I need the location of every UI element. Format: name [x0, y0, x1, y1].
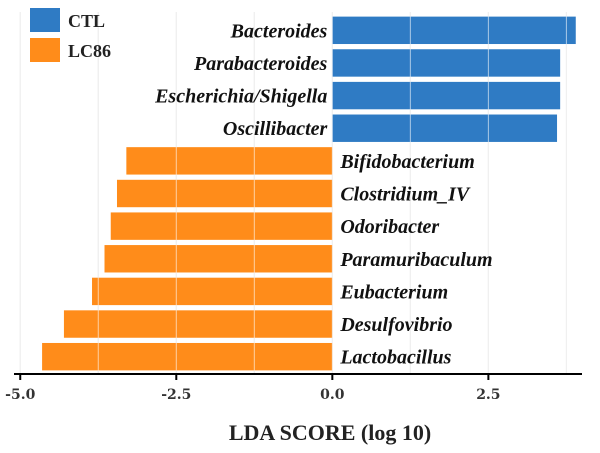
- bar: [332, 16, 576, 45]
- bar: [104, 245, 333, 273]
- bar: [116, 179, 333, 208]
- legend-label: LC86: [68, 41, 111, 61]
- bar-label: Desulfovibrio: [339, 314, 452, 336]
- bar-label: Eubacterium: [339, 281, 448, 303]
- bar: [332, 114, 558, 142]
- x-tick-label: 0.0: [320, 387, 345, 403]
- legend-label: CTL: [68, 11, 105, 31]
- x-tick-label: 2.5: [476, 387, 500, 403]
- x-tick-label: -2.5: [161, 387, 191, 403]
- bar-label: Parabacteroides: [193, 53, 328, 75]
- x-axis-title: LDA SCORE (log 10): [229, 420, 431, 445]
- bar: [332, 49, 561, 77]
- bar-label: Clostridium_IV: [340, 184, 471, 206]
- bar-label: Odoribacter: [340, 216, 439, 238]
- legend-swatch: [30, 38, 60, 62]
- legend-swatch: [30, 8, 60, 32]
- bar: [126, 147, 333, 175]
- bar: [92, 277, 333, 306]
- bar: [110, 212, 333, 240]
- x-tick-label: -5.0: [5, 387, 35, 403]
- bar-label: Bifidobacterium: [339, 151, 474, 173]
- bar: [42, 342, 333, 371]
- bar-label: Oscillibacter: [223, 118, 328, 140]
- bar-label: Bacteroides: [230, 20, 328, 42]
- bar: [63, 310, 333, 338]
- bar-label: Lactobacillus: [339, 347, 451, 369]
- legend: CTL LC86: [30, 8, 111, 62]
- bar-label: Escherichia/Shigella: [154, 86, 327, 108]
- grid-overlay: [19, 12, 567, 373]
- bar: [332, 81, 561, 110]
- bars: [19, 12, 576, 373]
- bar-labels: Bacteroides Parabacteroides Escherichia/Sh…: [154, 20, 493, 368]
- x-axis: -5.0 -2.5 0.0 2.5: [5, 373, 582, 403]
- bar-label: Paramuribaculum: [339, 249, 492, 271]
